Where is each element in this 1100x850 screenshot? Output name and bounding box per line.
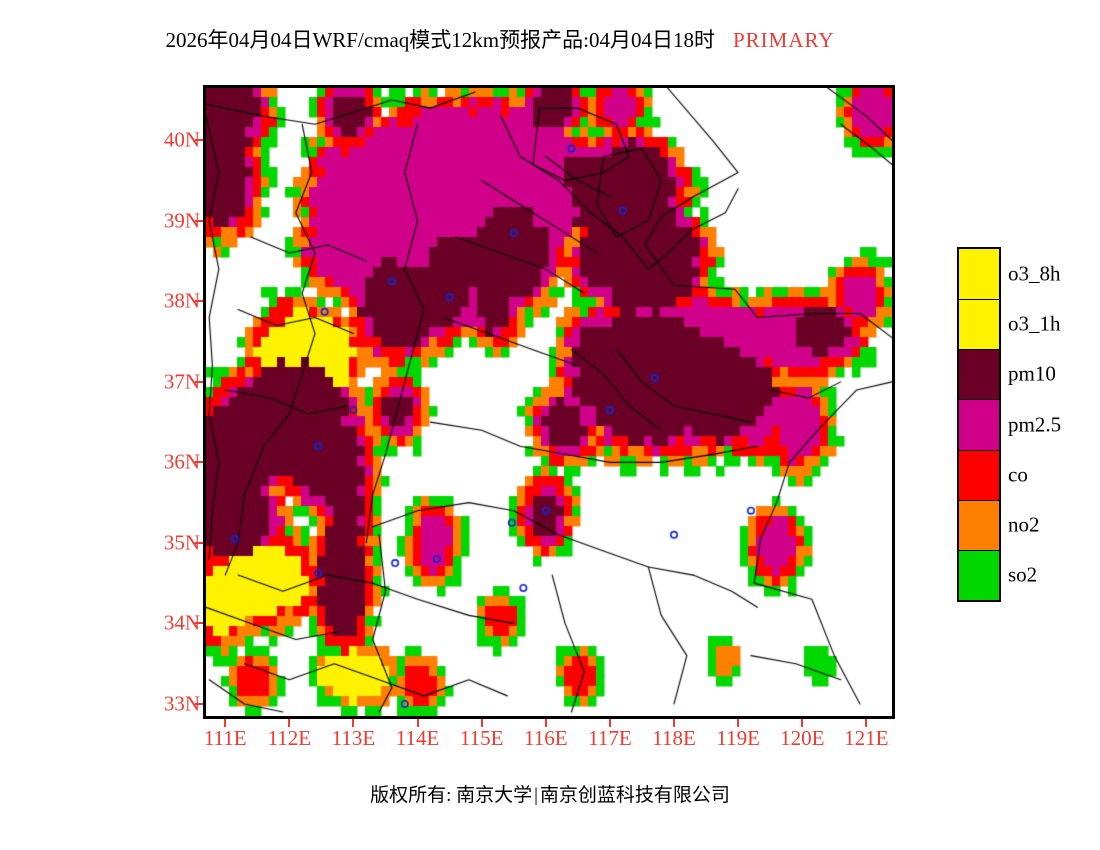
legend-separator [959,399,999,401]
title-main-text: 2026年04月04日WRF/cmaq模式12km预报产品:04月04日18时 [165,28,715,52]
x-axis-tick-label: 115E [459,726,504,750]
y-axis-tick [195,139,203,142]
legend-label-no2: no2 [1008,512,1040,537]
footer-left-text: 版权所有: 南京大学 [370,785,533,806]
legend-swatch-o3-8h[interactable] [959,249,999,300]
y-axis-tick [195,541,203,544]
copyright-footer: 版权所有: 南京大学 | 南京创蓝科技有限公司 [0,780,1100,807]
y-axis-tick [195,622,203,625]
y-axis-tick-label: 36N [163,449,200,474]
x-axis-tick [480,719,483,727]
legend-swatch-pm10[interactable] [959,349,999,400]
y-axis-tick-label: 34N [163,610,200,635]
x-axis-tick [352,719,355,727]
y-axis-tick [195,219,203,222]
x-axis-tick-label: 117E [588,726,632,750]
y-axis-tick-label: 38N [163,288,200,313]
y-axis-tick [195,300,203,303]
x-axis-labels: 111E 112E 113E 114E 115E 116E 117E 118E 119E 120E… [203,726,895,756]
x-axis-tick-label: 112E [267,726,312,750]
legend-label-o3-1h: o3_1h [1008,311,1061,336]
y-axis-tick-label: 37N [163,369,200,394]
y-axis-tick-label: 35N [163,530,200,555]
x-axis-tick-label: 111E [203,726,247,750]
legend-separator [959,549,999,551]
legend-swatch-o3-1h[interactable] [959,299,999,350]
legend-label-pm10: pm10 [1008,361,1056,386]
x-axis-tick [608,719,611,727]
x-axis-tick [288,719,291,727]
x-axis-tick [673,719,676,727]
x-axis-tick-label: 116E [524,726,568,750]
y-axis-tick [195,380,203,383]
legend-swatch-co[interactable] [959,449,999,500]
x-axis-tick-label: 121E [844,726,889,750]
x-axis-tick [224,719,227,727]
legend-label-so2: so2 [1008,562,1038,587]
legend-separator [959,449,999,451]
y-axis-tick [195,702,203,705]
x-axis-tick [865,719,868,727]
y-axis-tick [195,461,203,464]
legend-separator [959,299,999,301]
x-axis-tick-label: 114E [395,726,440,750]
pollutant-legend [957,247,1001,602]
x-axis-tick-label: 113E [331,726,376,750]
legend-label-o3-8h: o3_8h [1008,261,1061,286]
y-axis-labels: 40N 39N 38N 37N 36N 35N 34N 33N [120,85,200,719]
legend-swatch-no2[interactable] [959,499,999,550]
x-axis-tick-label: 120E [780,726,825,750]
air-quality-heatmap-canvas [206,88,892,716]
map-plot-area [203,85,895,719]
x-axis-tick-label: 118E [652,726,696,750]
footer-right-text: 南京创蓝科技有限公司 [539,785,730,806]
y-axis-tick-label: 33N [163,691,200,716]
x-axis-tick [416,719,419,727]
title-primary-text: PRIMARY [732,28,835,52]
x-axis-tick [737,719,740,727]
x-axis-tick-label: 119E [716,726,760,750]
legend-label-pm2-5: pm2.5 [1008,412,1062,436]
x-axis-tick [801,719,804,727]
legend-swatch-so2[interactable] [959,549,999,600]
x-axis-tick [544,719,547,727]
legend-label-co: co [1008,462,1028,487]
legend-swatch-pm2-5[interactable] [959,399,999,450]
legend-separator [959,499,999,501]
footer-separator: | [534,785,538,806]
legend-separator [959,349,999,351]
page-title: 2026年04月04日WRF/cmaq模式12km预报产品:04月04日18时 P… [0,24,1000,54]
y-axis-tick-label: 40N [163,127,200,152]
y-axis-tick-label: 39N [163,208,200,233]
